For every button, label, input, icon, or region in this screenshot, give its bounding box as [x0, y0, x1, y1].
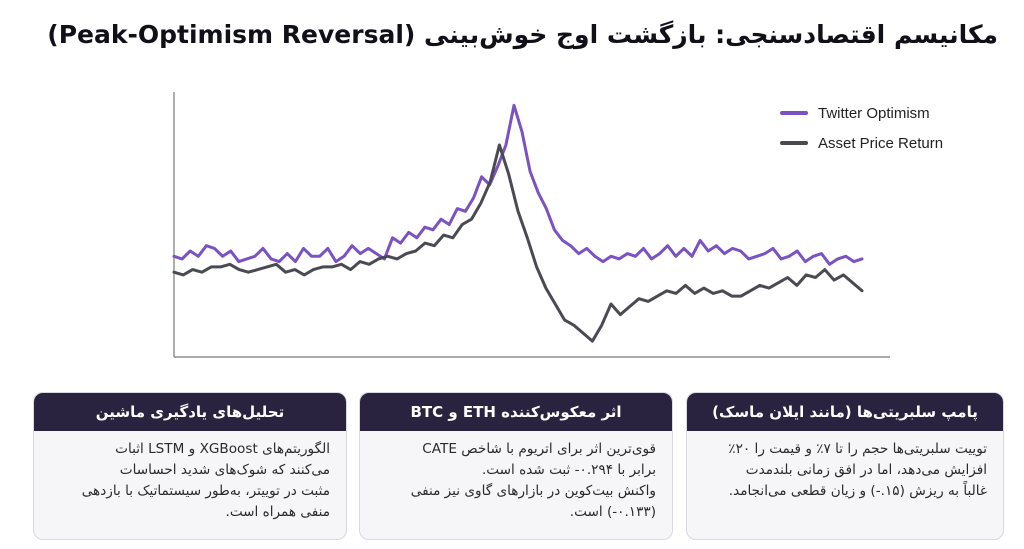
card-body: قوی‌ترین اثر برای اتریوم با شاخص CATE بر… — [360, 431, 672, 531]
card-body: توییت سلبریتی‌ها حجم را تا ۷٪ و قیمت را … — [687, 431, 1003, 510]
line-chart: Twitter Optimism Asset Price Return — [172, 92, 943, 358]
card-line: می‌کنند که شوک‌های شدید احساسات — [119, 462, 330, 478]
card-ml-analysis: تحلیل‌های یادگیری ماشین الگوریتم‌های XGB… — [33, 392, 347, 540]
card-line: (۰.۱۳۳-) است. — [569, 504, 656, 520]
legend-swatch-optimism — [780, 111, 808, 115]
card-heading: پامپ سلبریتی‌ها (مانند ایلان ماسک) — [687, 393, 1003, 431]
card-line: الگوریتم‌های XGBoost و LSTM اثبات — [115, 441, 330, 457]
card-line: غالباً به ریزش (۱۵.-) و زیان قطعی می‌انج… — [728, 483, 987, 499]
card-heading: تحلیل‌های یادگیری ماشین — [34, 393, 346, 431]
legend-item-price: Asset Price Return — [780, 128, 943, 158]
card-celebrity-pump: پامپ سلبریتی‌ها (مانند ایلان ماسک) توییت… — [686, 392, 1004, 540]
card-eth-btc-effect: اثر معکوس‌کننده ETH و BTC قوی‌ترین اثر ب… — [359, 392, 673, 540]
series-line-asset-price-return — [172, 143, 864, 343]
card-line: مثبت در توییتر، به‌طور سیستماتیک با بازد… — [81, 483, 330, 499]
legend-label-optimism: Twitter Optimism — [818, 104, 930, 122]
series-layer — [172, 103, 864, 343]
legend-item-optimism: Twitter Optimism — [780, 98, 943, 128]
series-line-twitter-optimism — [172, 103, 864, 266]
card-line: برابر با ۰.۲۹۴- ثبت شده است. — [481, 462, 656, 478]
legend-label-price: Asset Price Return — [818, 134, 944, 152]
chart-legend: Twitter Optimism Asset Price Return — [780, 98, 943, 158]
card-line: قوی‌ترین اثر برای اتریوم با شاخص CATE — [422, 441, 656, 457]
page-title: مکانیسم اقتصادسنجی: بازگشت اوج خوش‌بینی … — [47, 20, 998, 49]
card-line: افزایش می‌دهد، اما در افق زمانی بلندمدت — [745, 462, 987, 478]
card-line: واکنش بیت‌کوین در بازارهای گاوی نیز منفی — [410, 483, 656, 499]
card-heading: اثر معکوس‌کننده ETH و BTC — [360, 393, 672, 431]
card-body: الگوریتم‌های XGBoost و LSTM اثبات می‌کنن… — [34, 431, 346, 531]
legend-swatch-price — [780, 141, 808, 145]
chart-svg — [172, 92, 890, 358]
card-line: منفی همراه است. — [225, 504, 331, 520]
card-line: توییت سلبریتی‌ها حجم را تا ۷٪ و قیمت را … — [728, 441, 987, 457]
